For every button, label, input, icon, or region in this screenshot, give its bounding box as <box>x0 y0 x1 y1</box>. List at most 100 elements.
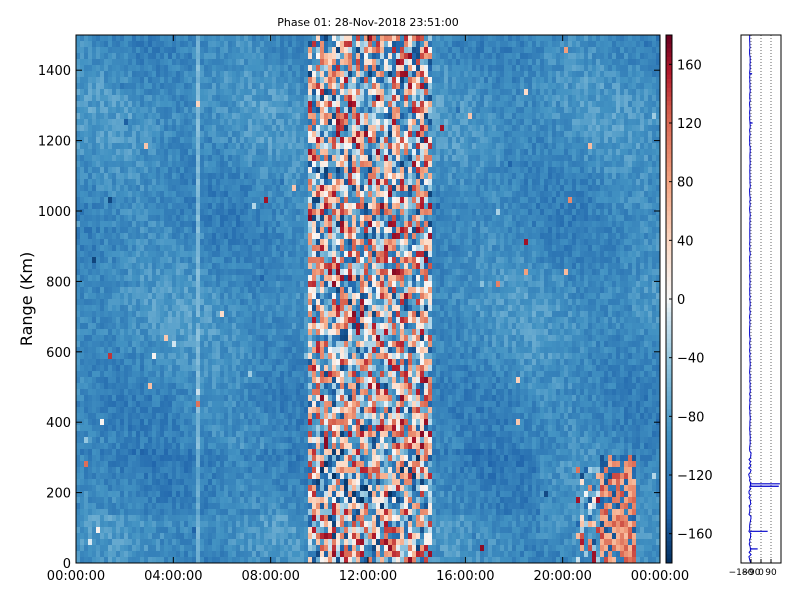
heatmap-cell <box>84 227 89 234</box>
heatmap-cell <box>236 83 241 90</box>
heatmap-cell <box>164 251 169 258</box>
heatmap-cell <box>208 359 213 366</box>
heatmap-cell <box>108 341 113 348</box>
heatmap-cell <box>220 185 225 192</box>
heatmap-cell <box>208 479 213 486</box>
heatmap-cell <box>264 173 269 180</box>
heatmap-cell <box>248 143 253 150</box>
heatmap-cell <box>156 305 161 312</box>
heatmap-cell <box>204 47 209 54</box>
heatmap-cell <box>172 257 177 264</box>
heatmap-cell <box>212 167 217 174</box>
heatmap-cell <box>148 443 153 450</box>
heatmap-cell <box>120 221 125 228</box>
heatmap-cell <box>268 377 273 384</box>
heatmap-cell <box>204 443 209 450</box>
heatmap-cell <box>300 47 305 54</box>
heatmap-cell <box>88 323 93 330</box>
heatmap-cell <box>196 137 201 144</box>
heatmap-cell <box>144 467 149 474</box>
heatmap-cell <box>132 359 137 366</box>
heatmap-cell <box>180 221 185 228</box>
heatmap-cell <box>244 467 249 474</box>
heatmap-cell <box>264 413 269 420</box>
heatmap-cell <box>112 515 117 522</box>
heatmap-cell <box>124 161 129 168</box>
heatmap-cell <box>80 113 85 120</box>
heatmap-cell <box>168 377 173 384</box>
heatmap-cell <box>172 419 177 426</box>
heatmap-cell <box>88 113 93 120</box>
heatmap-cell <box>88 95 93 102</box>
heatmap-cell <box>296 473 301 480</box>
heatmap-cell <box>240 113 245 120</box>
heatmap-cell <box>256 329 261 336</box>
heatmap-cell <box>104 59 109 66</box>
heatmap-cell <box>96 455 101 462</box>
heatmap-cell <box>272 305 277 312</box>
heatmap-cell <box>116 539 121 546</box>
heatmap-cell <box>116 557 121 564</box>
heatmap-cell <box>184 113 189 120</box>
heatmap-cell <box>272 299 277 306</box>
heatmap-cell <box>240 209 245 216</box>
heatmap-cell <box>160 395 165 402</box>
heatmap-cell <box>176 95 181 102</box>
heatmap-cell <box>132 125 137 132</box>
heatmap-cell <box>188 203 193 210</box>
heatmap-cell <box>248 449 253 456</box>
heatmap-cell <box>236 515 241 522</box>
heatmap-cell <box>188 83 193 90</box>
heatmap-cell <box>212 113 217 120</box>
heatmap-cell <box>208 317 213 324</box>
heatmap-cell <box>208 101 213 108</box>
heatmap-cell <box>244 191 249 198</box>
heatmap-cell <box>300 401 305 408</box>
heatmap-cell <box>84 179 89 186</box>
heatmap-cell <box>220 137 225 144</box>
heatmap-cell <box>296 323 301 330</box>
heatmap-cell <box>192 413 197 420</box>
heatmap-cell <box>240 77 245 84</box>
heatmap-cell <box>128 101 133 108</box>
heatmap-cell <box>248 425 253 432</box>
heatmap-cell <box>292 275 297 282</box>
heatmap-cell <box>132 545 137 552</box>
heatmap-cell <box>280 443 285 450</box>
heatmap-cell <box>300 203 305 210</box>
heatmap-cell <box>200 209 205 216</box>
heatmap-cell <box>152 227 157 234</box>
heatmap-cell <box>88 413 93 420</box>
heatmap-cell <box>148 341 153 348</box>
heatmap-cell <box>200 257 205 264</box>
heatmap-cell <box>196 191 201 198</box>
heatmap-cell <box>80 83 85 90</box>
heatmap-cell <box>252 509 257 516</box>
heatmap-cell <box>180 443 185 450</box>
heatmap-cell <box>224 59 229 66</box>
heatmap-cell <box>140 95 145 102</box>
heatmap-cell <box>152 347 157 354</box>
heatmap-cell <box>100 113 105 120</box>
heatmap-cell <box>180 119 185 126</box>
heatmap-cell <box>296 557 301 564</box>
heatmap-cell <box>176 215 181 222</box>
heatmap-cell <box>168 353 173 360</box>
heatmap-cell <box>176 467 181 474</box>
heatmap-cell <box>204 539 209 546</box>
heatmap-cell <box>248 413 253 420</box>
heatmap-cell <box>108 353 113 360</box>
heatmap-cell <box>200 305 205 312</box>
heatmap-cell <box>92 551 97 558</box>
heatmap-cell <box>200 167 205 174</box>
heatmap-cell <box>84 533 89 540</box>
heatmap-cell <box>124 311 129 318</box>
heatmap-cell <box>124 545 129 552</box>
heatmap-cell <box>148 137 153 144</box>
heatmap-cell <box>216 167 221 174</box>
heatmap-cell <box>184 521 189 528</box>
heatmap-cell <box>228 251 233 258</box>
heatmap-cell <box>100 515 105 522</box>
heatmap-cell <box>252 95 257 102</box>
heatmap-cell <box>180 455 185 462</box>
